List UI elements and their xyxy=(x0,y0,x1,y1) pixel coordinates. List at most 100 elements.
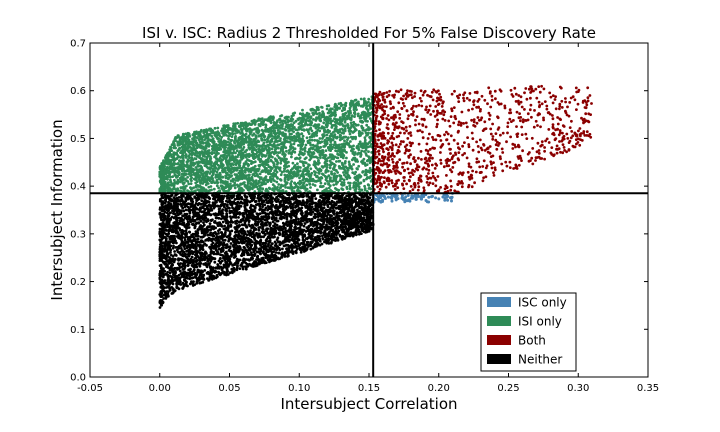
data-point xyxy=(333,239,337,242)
data-point xyxy=(228,262,231,266)
data-point xyxy=(235,268,239,272)
data-point xyxy=(366,195,370,199)
data-point xyxy=(213,220,216,224)
data-point xyxy=(212,231,215,235)
data-point xyxy=(166,216,170,220)
data-point xyxy=(193,272,196,276)
data-point xyxy=(181,264,185,267)
data-point xyxy=(284,207,287,211)
data-point xyxy=(167,229,171,233)
data-point xyxy=(175,214,178,217)
data-point xyxy=(214,270,218,274)
data-point xyxy=(290,232,294,236)
data-point xyxy=(313,138,317,142)
data-point xyxy=(176,205,180,209)
data-point xyxy=(249,204,253,208)
data-point xyxy=(254,260,258,264)
data-point xyxy=(226,269,230,273)
data-point xyxy=(170,206,174,210)
data-point xyxy=(202,203,206,206)
data-point xyxy=(216,237,220,241)
data-point xyxy=(162,297,166,300)
data-point xyxy=(316,243,319,247)
data-point xyxy=(190,239,194,243)
data-point xyxy=(351,214,355,217)
data-point xyxy=(245,243,249,247)
data-point xyxy=(353,205,357,209)
data-point xyxy=(191,222,195,226)
data-point xyxy=(357,200,361,204)
data-point xyxy=(160,283,163,286)
data-point xyxy=(284,226,287,230)
data-point xyxy=(250,256,253,260)
data-point xyxy=(212,194,216,198)
data-point xyxy=(367,150,370,154)
data-point xyxy=(237,241,241,245)
data-point xyxy=(314,201,318,205)
data-point xyxy=(343,203,347,207)
data-point xyxy=(182,242,185,246)
data-point xyxy=(255,212,259,216)
data-point xyxy=(221,239,225,242)
data-point xyxy=(278,225,281,229)
data-point xyxy=(223,273,227,276)
data-point xyxy=(167,196,171,200)
data-point xyxy=(285,217,289,221)
data-point xyxy=(294,200,298,204)
data-point xyxy=(273,247,277,251)
data-point xyxy=(246,215,250,219)
data-point xyxy=(160,295,164,298)
data-point xyxy=(347,219,351,223)
data-point xyxy=(173,209,176,213)
data-point xyxy=(208,196,211,200)
data-point xyxy=(284,251,288,255)
data-point xyxy=(358,231,362,235)
data-point xyxy=(266,212,269,216)
data-point xyxy=(301,202,305,206)
data-point xyxy=(160,224,164,228)
data-point xyxy=(225,243,229,246)
data-point xyxy=(359,97,363,101)
data-point xyxy=(274,216,278,220)
data-point xyxy=(248,249,252,252)
data-point xyxy=(210,256,214,260)
data-point xyxy=(274,257,278,261)
data-point xyxy=(232,263,236,266)
data-point xyxy=(246,237,250,240)
data-point xyxy=(308,230,311,233)
data-point xyxy=(188,230,192,234)
data-point xyxy=(309,199,313,203)
data-point xyxy=(333,230,337,234)
data-point xyxy=(226,235,229,238)
data-point xyxy=(194,253,197,257)
data-point xyxy=(211,270,215,273)
data-point xyxy=(369,209,372,212)
data-point xyxy=(255,250,259,254)
data-point xyxy=(233,213,237,216)
data-point xyxy=(283,255,287,258)
data-point xyxy=(286,224,289,228)
data-point xyxy=(180,228,184,232)
data-point xyxy=(369,224,372,227)
data-point xyxy=(166,285,170,289)
data-point xyxy=(228,211,232,215)
data-point xyxy=(271,246,274,250)
data-point xyxy=(201,276,205,280)
data-point xyxy=(163,263,167,266)
data-point xyxy=(234,220,237,223)
data-point xyxy=(288,235,292,239)
data-point xyxy=(289,219,293,222)
data-point xyxy=(241,252,244,256)
data-point xyxy=(243,209,247,212)
data-point xyxy=(202,235,205,239)
data-point xyxy=(191,264,195,268)
data-point xyxy=(249,264,253,267)
data-point xyxy=(204,263,207,266)
data-point xyxy=(239,247,242,251)
data-point xyxy=(289,202,293,206)
data-point xyxy=(259,252,262,256)
data-point xyxy=(181,286,185,290)
data-point xyxy=(347,233,351,237)
data-point xyxy=(196,237,200,241)
data-point xyxy=(289,250,293,254)
